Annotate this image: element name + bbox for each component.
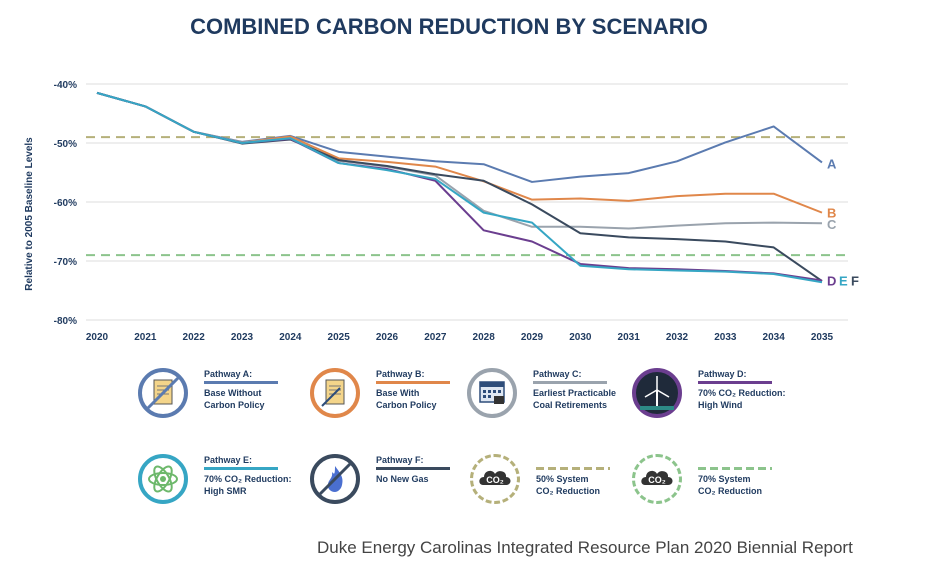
legend-desc-line2: Carbon Policy	[376, 400, 437, 410]
x-tick-label: 2033	[714, 332, 737, 343]
reference-lines	[86, 136, 848, 257]
legend-desc-line2: CO₂ Reduction	[536, 486, 600, 496]
x-tick-label: 2028	[473, 332, 496, 343]
series-line-e	[96, 91, 823, 284]
legend-desc-line1: Earliest Practicable	[533, 388, 617, 398]
legend-desc-line2: High SMR	[204, 486, 247, 496]
x-tick-label: 2026	[376, 332, 399, 343]
no-gas-flame-icon	[310, 454, 360, 504]
legend-swatch	[204, 381, 278, 384]
legend-title: Pathway F:	[376, 455, 424, 465]
x-tick-label: 2022	[183, 332, 206, 343]
legend-swatch	[533, 381, 607, 384]
x-tick-label: 2021	[134, 332, 157, 343]
legend-title: Pathway E:	[204, 455, 253, 465]
x-tick-label: 2024	[279, 332, 302, 343]
carbon-reduction-chart: COMBINED CARBON REDUCTION BY SCENARIO -4…	[24, 14, 859, 343]
document-crossed-icon	[138, 368, 188, 418]
x-tick-label: 2029	[521, 332, 544, 343]
legend-desc-line1: No New Gas	[376, 474, 429, 484]
svg-text:CO₂: CO₂	[486, 475, 504, 485]
y-tick-label: -50%	[54, 139, 77, 150]
co2-cloud-icon: CO₂	[632, 454, 682, 504]
x-axis-ticks: 2020 2021 2022 2023 2024 2025 2026 2027 2028 2029…	[86, 332, 834, 343]
x-tick-label: 2032	[666, 332, 689, 343]
legend-swatch	[376, 467, 450, 470]
legend-desc-line2: High Wind	[698, 400, 743, 410]
series-label-a: A	[827, 156, 837, 171]
legend-swatch	[204, 467, 278, 470]
legend-title: Pathway C:	[533, 369, 582, 379]
atom-icon	[138, 454, 188, 504]
y-tick-label: -40%	[54, 80, 77, 91]
series-label-b: B	[827, 206, 836, 221]
legend-desc-line1: 70% CO₂ Reduction:	[698, 388, 786, 398]
legend-desc-line1: Base With	[376, 388, 420, 398]
wind-turbine-icon	[632, 368, 682, 418]
series-label-c: C	[827, 217, 837, 232]
series-label-e: E	[839, 273, 848, 288]
x-tick-label: 2025	[328, 332, 351, 343]
legend-swatch	[376, 381, 450, 384]
x-tick-label: 2027	[424, 332, 447, 343]
series-label-d: D	[827, 273, 836, 288]
legend-desc-line1: 50% System	[536, 474, 589, 484]
y-tick-label: -80%	[54, 316, 77, 327]
svg-text:CO₂: CO₂	[648, 475, 666, 485]
legend-desc-line2: Carbon Policy	[204, 400, 265, 410]
y-tick-label: -60%	[54, 198, 77, 209]
series-lines	[96, 91, 823, 284]
y-axis-ticks: -40% -50% -60% -70% -80%	[54, 80, 77, 327]
series-line-f	[96, 91, 823, 282]
legend-desc-line1: 70% System	[698, 474, 751, 484]
co2-cloud-icon: CO₂	[470, 454, 520, 504]
legend-swatch	[698, 381, 772, 384]
x-tick-label: 2035	[811, 332, 834, 343]
series-line-a	[96, 91, 823, 183]
legend-swatch-dashed	[698, 467, 772, 470]
calendar-icon	[467, 368, 517, 418]
series-line-d	[96, 91, 823, 282]
x-tick-label: 2034	[763, 332, 786, 343]
legend-desc-line2: CO₂ Reduction	[698, 486, 762, 496]
series-label-f: F	[851, 273, 859, 288]
x-tick-label: 2030	[569, 332, 592, 343]
x-tick-label: 2020	[86, 332, 109, 343]
legend-desc-line2: Coal Retirements	[533, 400, 608, 410]
x-tick-label: 2031	[618, 332, 641, 343]
legend-desc-line1: 70% CO₂ Reduction:	[204, 474, 292, 484]
series-end-labels: A BC D E F	[827, 156, 859, 288]
series-line-c	[96, 91, 823, 230]
y-axis-label: Relative to 2005 Baseline Levels	[24, 137, 35, 291]
footer-source: Duke Energy Carolinas Integrated Resourc…	[317, 538, 853, 557]
legend-desc-line1: Base Without	[204, 388, 262, 398]
x-tick-label: 2023	[231, 332, 254, 343]
document-icon	[310, 368, 360, 418]
legend-title: Pathway B:	[376, 369, 425, 379]
y-tick-label: -70%	[54, 257, 77, 268]
legend-title: Pathway D:	[698, 369, 747, 379]
legend-title: Pathway A:	[204, 369, 253, 379]
chart-title: COMBINED CARBON REDUCTION BY SCENARIO	[190, 14, 708, 39]
legend-swatch-dashed	[536, 467, 610, 470]
